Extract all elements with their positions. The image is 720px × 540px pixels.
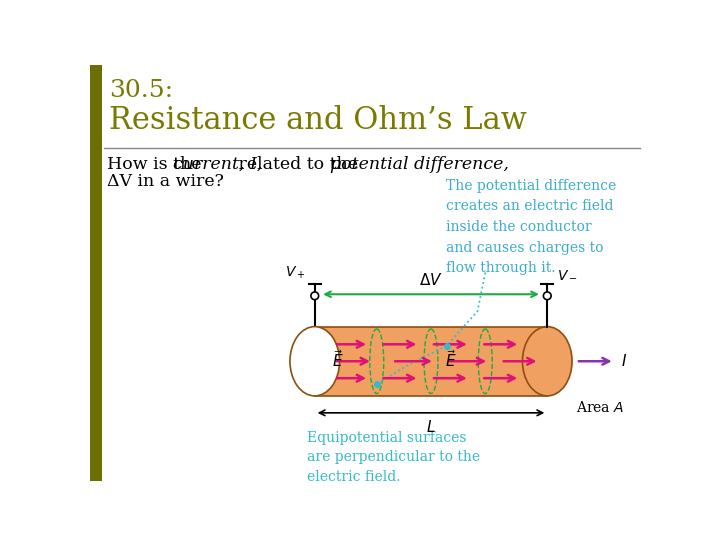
Text: related to the: related to the xyxy=(233,156,364,173)
Text: ΔV in a wire?: ΔV in a wire? xyxy=(107,173,224,190)
Text: Resistance and Ohm’s Law: Resistance and Ohm’s Law xyxy=(109,105,527,136)
Text: Equipotential surfaces
are perpendicular to the
electric field.: Equipotential surfaces are perpendicular… xyxy=(307,430,480,483)
Text: $\Delta V$: $\Delta V$ xyxy=(419,272,443,288)
Bar xyxy=(90,65,102,481)
Text: How is the: How is the xyxy=(107,156,207,173)
Text: 30.5:: 30.5: xyxy=(109,79,174,102)
Text: $\vec{E}$: $\vec{E}$ xyxy=(332,349,344,370)
Ellipse shape xyxy=(290,327,340,396)
Circle shape xyxy=(544,292,551,300)
Text: $L$: $L$ xyxy=(426,419,436,435)
Text: potential difference,: potential difference, xyxy=(330,156,509,173)
Text: $I$: $I$ xyxy=(621,353,627,369)
Text: $V_+$: $V_+$ xyxy=(285,265,305,281)
Text: Area $A$: Area $A$ xyxy=(576,400,624,415)
Ellipse shape xyxy=(523,327,572,396)
Text: $\vec{E}$: $\vec{E}$ xyxy=(444,349,456,370)
Circle shape xyxy=(311,292,319,300)
Text: $V_-$: $V_-$ xyxy=(557,267,577,281)
Bar xyxy=(315,327,547,396)
Text: current, I,: current, I, xyxy=(173,156,262,173)
Text: The potential difference
creates an electric field
inside the conductor
and caus: The potential difference creates an elec… xyxy=(446,179,617,275)
